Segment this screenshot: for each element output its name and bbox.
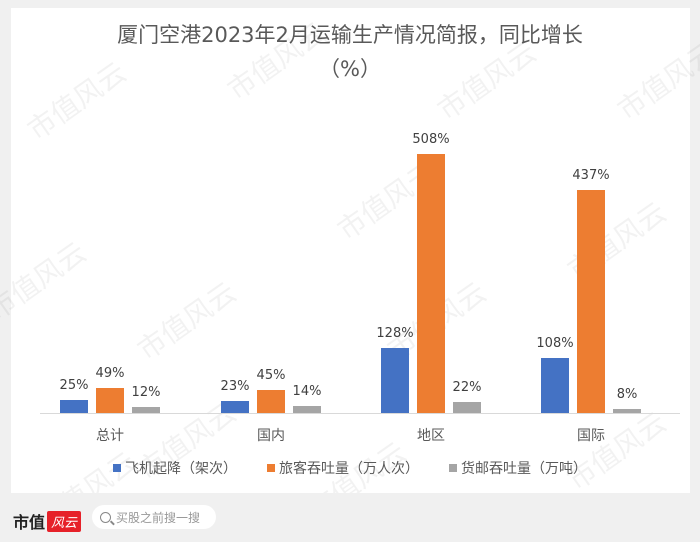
bar (221, 401, 249, 413)
data-label: 49% (95, 366, 125, 381)
data-label: 508% (412, 132, 450, 147)
data-label: 25% (59, 378, 89, 393)
chart-card (11, 8, 690, 493)
bar (613, 409, 641, 413)
bar (541, 358, 569, 413)
data-label: 437% (572, 168, 610, 183)
legend-label: 旅客吞吐量（万人次） (279, 461, 419, 477)
legend-item[interactable]: 飞机起降（架次） (113, 458, 237, 478)
search-input[interactable]: 买股之前搜一搜 (92, 505, 216, 529)
data-label: 128% (376, 326, 414, 341)
category-label: 总计 (96, 428, 124, 444)
chart-title-line2: （%） (319, 57, 381, 81)
data-label: 12% (131, 385, 161, 400)
data-label: 108% (536, 336, 574, 351)
category-label: 地区 (417, 428, 445, 444)
legend-item[interactable]: 旅客吞吐量（万人次） (267, 458, 419, 478)
data-label: 8% (616, 387, 638, 402)
chart-legend: 飞机起降（架次） 旅客吞吐量（万人次） 货邮吞吐量（万吨） (0, 458, 700, 478)
search-placeholder: 买股之前搜一搜 (116, 510, 201, 525)
bar (453, 402, 481, 413)
legend-swatch-icon (449, 464, 457, 472)
category-label: 国际 (577, 428, 605, 444)
bar (381, 348, 409, 413)
chart-title: 厦门空港2023年2月运输生产情况简报，同比增长 （%） (0, 18, 700, 86)
legend-swatch-icon (113, 464, 121, 472)
search-icon (100, 511, 111, 523)
legend-label: 货邮吞吐量（万吨） (461, 461, 587, 477)
category-label: 国内 (257, 428, 285, 444)
brand-logo[interactable]: 市值 风云 (13, 509, 82, 533)
bar (257, 390, 285, 413)
bar (293, 406, 321, 413)
chart-title-line1: 厦门空港2023年2月运输生产情况简报，同比增长 (117, 23, 583, 47)
legend-swatch-icon (267, 464, 275, 472)
brand-badge: 风云 (47, 510, 82, 532)
bar (132, 407, 160, 413)
data-label: 45% (256, 368, 286, 383)
legend-item[interactable]: 货邮吞吐量（万吨） (449, 458, 587, 478)
bar (60, 400, 88, 413)
data-label: 14% (292, 384, 322, 399)
bar (417, 154, 445, 413)
brand-text: 市值 (13, 513, 46, 532)
legend-label: 飞机起降（架次） (125, 461, 237, 477)
data-label: 22% (452, 380, 482, 395)
x-axis-line (40, 413, 680, 414)
data-label: 23% (220, 379, 250, 394)
bar (577, 190, 605, 413)
bar (96, 388, 124, 413)
